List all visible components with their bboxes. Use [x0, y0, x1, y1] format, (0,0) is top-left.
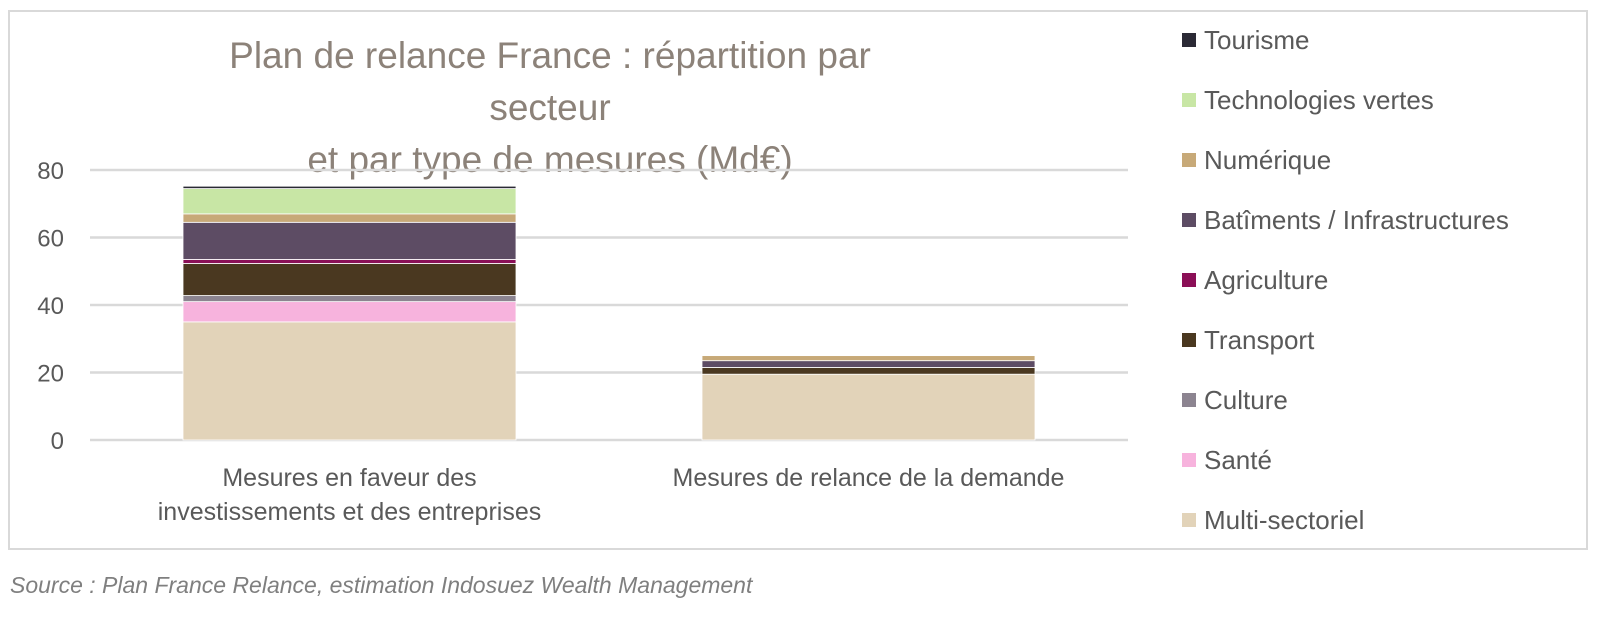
bar-segment	[182, 263, 517, 296]
y-tick-label: 20	[37, 361, 64, 388]
bar-segment	[701, 367, 1036, 375]
bar-segment	[182, 301, 517, 323]
y-tick-label: 0	[51, 428, 64, 455]
bar-segment	[701, 373, 1036, 441]
legend-swatch	[1182, 153, 1196, 167]
legend-swatch	[1182, 333, 1196, 347]
bar-segment	[182, 213, 517, 223]
bar-segment	[182, 321, 517, 441]
legend-item: Tourisme	[1182, 20, 1309, 60]
legend-label: Batîments / Infrastructures	[1204, 204, 1509, 235]
y-tick-label: 80	[37, 158, 64, 185]
legend-swatch	[1182, 273, 1196, 287]
legend-label: Multi-sectoriel	[1204, 504, 1365, 535]
legend-item: Batîments / Infrastructures	[1182, 200, 1509, 240]
legend-item: Santé	[1182, 440, 1272, 480]
legend-swatch	[1182, 513, 1196, 527]
legend-item: Culture	[1182, 380, 1288, 420]
legend-swatch	[1182, 33, 1196, 47]
legend-label: Numérique	[1204, 144, 1332, 175]
legend-swatch	[1182, 213, 1196, 227]
legend-label: Tourisme	[1204, 24, 1310, 55]
legend-label: Culture	[1204, 384, 1288, 415]
x-category-label: Mesures en faveur des	[222, 464, 476, 492]
legend-swatch	[1182, 453, 1196, 467]
source-note: Source : Plan France Relance, estimation…	[10, 572, 753, 598]
y-tick-label: 60	[37, 226, 64, 253]
legend-label: Technologies vertes	[1204, 84, 1434, 115]
bar-segment	[701, 355, 1036, 362]
bar-segment	[182, 185, 517, 189]
bar-segment	[182, 221, 517, 260]
bar-segment	[182, 188, 517, 215]
chart-title: Plan de relance France : répartition par…	[170, 30, 930, 186]
chart-title-line-2: et par type de mesures (Md€)	[307, 139, 793, 180]
legend-item: Technologies vertes	[1182, 80, 1434, 120]
x-category-label: investissements et des entreprises	[158, 498, 542, 526]
bar-segment	[182, 295, 517, 303]
legend-item: Transport	[1182, 320, 1314, 360]
x-category-label: Mesures de relance de la demande	[673, 464, 1065, 492]
legend-swatch	[1182, 393, 1196, 407]
legend-item: Multi-sectoriel	[1182, 500, 1364, 540]
bar-segment	[182, 259, 517, 264]
legend-label: Agriculture	[1204, 264, 1329, 295]
legend-label: Transport	[1204, 324, 1315, 355]
legend-item: Agriculture	[1182, 260, 1328, 300]
bar-segment	[701, 360, 1036, 368]
legend-item: Numérique	[1182, 140, 1331, 180]
legend-label: Santé	[1204, 444, 1272, 475]
y-tick-label: 40	[37, 293, 64, 320]
chart-title-line-1: Plan de relance France : répartition par…	[229, 35, 871, 128]
legend-swatch	[1182, 93, 1196, 107]
